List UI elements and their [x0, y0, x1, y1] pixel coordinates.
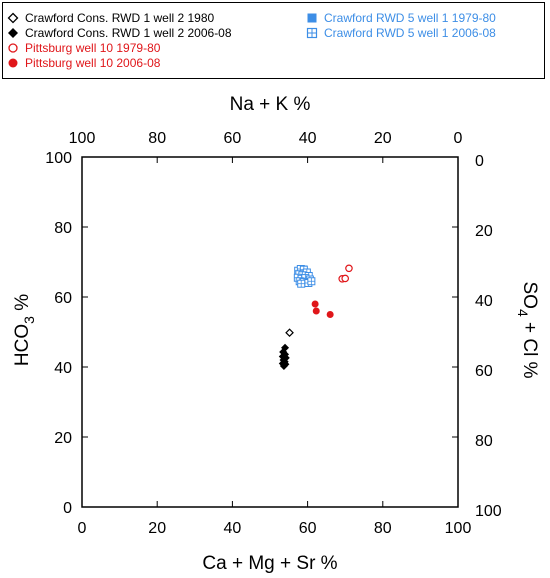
y-axis-title-tail: % — [12, 294, 33, 316]
svg-text:SO4 + Cl %: SO4 + Cl % — [515, 281, 540, 378]
data-point — [326, 311, 334, 318]
y-tick-label: 80 — [54, 220, 72, 237]
legend-label: Crawford RWD 5 well 1 1979-80 — [324, 11, 496, 25]
x-tick-label: 80 — [374, 520, 392, 537]
legend-label: Crawford Cons. RWD 1 well 2 1980 — [25, 11, 215, 25]
legend-label: Crawford RWD 5 well 1 2006-08 — [324, 26, 496, 40]
y-tick-label: 40 — [54, 360, 72, 377]
right-tick-label: 80 — [475, 433, 493, 450]
x-tick-label: 20 — [148, 520, 166, 537]
data-point — [311, 300, 319, 308]
legend-label: Pittsburg well 10 2006-08 — [25, 56, 161, 70]
data-point — [341, 274, 350, 283]
y-tick-label: 60 — [54, 290, 72, 307]
top-axis-title: Na + K % — [230, 94, 311, 115]
right-tick-label: 60 — [475, 363, 493, 380]
data-points — [278, 264, 353, 370]
x-tick-label: 100 — [445, 520, 472, 537]
x-axis-title: Ca + Mg + Sr % — [202, 553, 337, 574]
y-axis-title-sub: 3 — [21, 316, 37, 324]
x-tick-label: 40 — [224, 520, 242, 537]
y-tick-label: 20 — [54, 430, 72, 447]
data-point — [285, 328, 294, 338]
y-tick-label: 0 — [63, 500, 72, 517]
plot-frame — [81, 156, 459, 508]
diamond-filled-icon — [8, 28, 18, 38]
right-axis-title-sub: 4 — [515, 309, 531, 317]
y-axis-title-main: HCO — [12, 324, 33, 366]
top-tick-label: 60 — [224, 130, 242, 147]
series — [293, 265, 316, 288]
series — [311, 300, 334, 318]
diamond-open-icon — [7, 12, 19, 24]
series — [338, 264, 353, 283]
data-point — [312, 307, 320, 315]
right-tick-label: 0 — [475, 153, 484, 170]
data-point — [297, 279, 306, 288]
top-tick-label: 80 — [148, 130, 166, 147]
axis-ticks — [81, 156, 459, 508]
x-tick-label: 60 — [299, 520, 317, 537]
right-tick-label: 40 — [475, 293, 493, 310]
x-tick-label: 0 — [78, 520, 87, 537]
top-tick-label: 100 — [69, 130, 96, 147]
right-axis-title-tail: + Cl % — [519, 317, 540, 379]
right-axis-title: SO4 + Cl % — [515, 281, 540, 378]
circle-filled-icon — [8, 58, 18, 68]
y-axis-title: HCO3 % — [12, 294, 37, 366]
plot-border — [81, 156, 459, 508]
square-cross-icon — [306, 27, 318, 39]
right-axis-title-main: SO — [519, 281, 540, 308]
series — [285, 328, 294, 338]
series — [278, 343, 290, 370]
data-point — [307, 277, 316, 286]
top-tick-label: 0 — [454, 130, 463, 147]
data-point — [345, 264, 353, 273]
svg-text:HCO3 %: HCO3 % — [12, 294, 37, 366]
data-point — [279, 361, 288, 370]
tick-labels: 0100002080202040604040604060608020808010… — [45, 130, 502, 537]
right-tick-label: 100 — [475, 503, 502, 520]
top-tick-label: 20 — [374, 130, 392, 147]
top-tick-label: 40 — [299, 130, 317, 147]
right-tick-label: 20 — [475, 223, 493, 240]
legend: Crawford Cons. RWD 1 well 2 1980 Crawfor… — [2, 2, 545, 79]
legend-label: Pittsburg well 10 1979-80 — [25, 41, 161, 55]
legend-label: Crawford Cons. RWD 1 well 2 2006-08 — [25, 26, 232, 40]
square-filled-icon — [307, 13, 317, 23]
circle-open-icon — [8, 43, 18, 53]
y-tick-label: 100 — [45, 150, 72, 167]
